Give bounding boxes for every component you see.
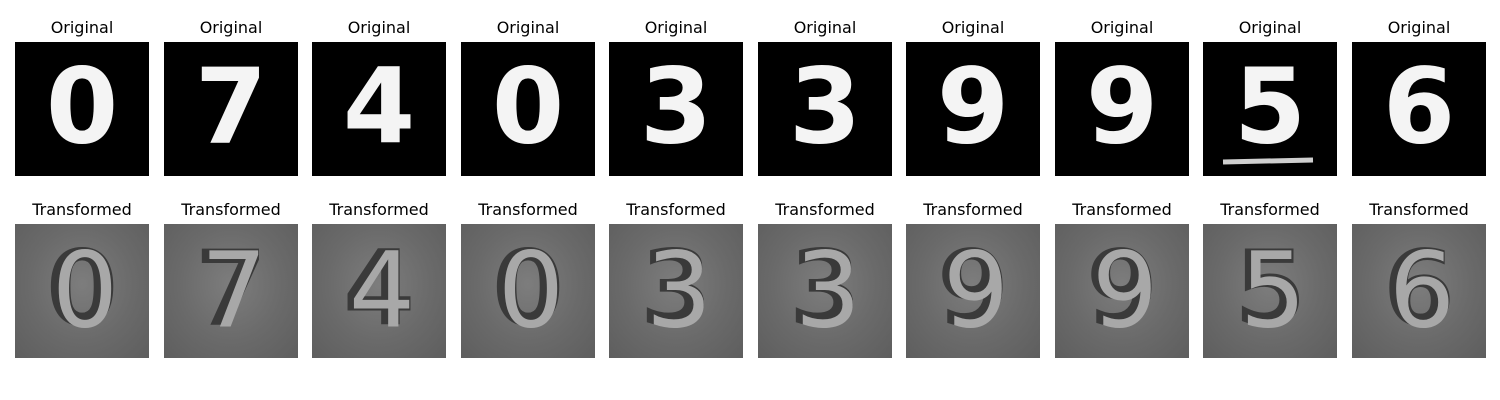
digit-shadow: 3 [640, 227, 712, 349]
digit-shadow: 7 [195, 227, 267, 349]
original-digit-image: 4 [312, 42, 446, 176]
original-title: Original [793, 18, 857, 37]
digit-shadow: 3 [789, 227, 861, 349]
underline-stroke [1222, 157, 1314, 165]
original-title: Original [1387, 18, 1451, 37]
transformed-panel-1: Transformed 0 0 [15, 200, 149, 358]
transformed-title: Transformed [923, 200, 1023, 219]
original-panel-9: Original 5 [1203, 18, 1337, 176]
transformed-panel-10: Transformed 6 6 [1352, 200, 1486, 358]
transformed-panel-8: Transformed 9 9 [1055, 200, 1189, 358]
original-panel-6: Original 3 [758, 18, 892, 176]
digit-highlight: 0 [52, 229, 118, 351]
transformed-digit-image: 77 [164, 224, 298, 358]
original-digit-image: 0 [461, 42, 595, 176]
digit-shadow: 4 [343, 227, 415, 349]
digit-highlight: 3 [646, 229, 712, 351]
transformed-panel-5: Transformed 3 3 [609, 200, 743, 358]
digit-glyph: 6 [1383, 45, 1455, 167]
digit-glyph: 3 [789, 45, 861, 167]
original-title: Original [199, 18, 263, 37]
original-title: Original [1090, 18, 1154, 37]
original-panel-3: Original 4 [312, 18, 446, 176]
original-digit-image: 6 [1352, 42, 1486, 176]
transformed-digit-image: 33 [758, 224, 892, 358]
transformed-panel-3: Transformed 4 4 [312, 200, 446, 358]
transformed-title: Transformed [478, 200, 578, 219]
transformed-panel-9: Transformed 5 5 [1203, 200, 1337, 358]
transformed-title: Transformed [1369, 200, 1469, 219]
original-title: Original [50, 18, 114, 37]
transformed-title: Transformed [1072, 200, 1172, 219]
digit-glyph: 7 [195, 45, 267, 167]
digit-glyph: 0 [492, 45, 564, 167]
transformed-panel-6: Transformed 3 3 [758, 200, 892, 358]
transformed-panel-7: Transformed 9 9 [906, 200, 1040, 358]
original-panel-4: Original 0 [461, 18, 595, 176]
original-digit-image: 3 [609, 42, 743, 176]
original-panel-8: Original 9 [1055, 18, 1189, 176]
original-title: Original [496, 18, 560, 37]
transformed-digit-image: 00 [461, 224, 595, 358]
transformed-title: Transformed [329, 200, 429, 219]
digit-highlight: 0 [498, 229, 564, 351]
original-digit-image: 0 [15, 42, 149, 176]
transformed-title: Transformed [626, 200, 726, 219]
original-panel-7: Original 9 [906, 18, 1040, 176]
original-digit-image: 9 [1055, 42, 1189, 176]
original-title: Original [347, 18, 411, 37]
original-title: Original [941, 18, 1005, 37]
transformed-digit-image: 00 [15, 224, 149, 358]
original-panel-5: Original 3 [609, 18, 743, 176]
original-digit-image: 9 [906, 42, 1040, 176]
digit-highlight: 9 [1092, 229, 1158, 351]
transformed-digit-image: 66 [1352, 224, 1486, 358]
digit-highlight: 9 [943, 229, 1009, 351]
digit-shadow: 0 [492, 227, 564, 349]
digit-highlight: 7 [201, 229, 267, 351]
original-digit-image: 5 [1203, 42, 1337, 176]
digit-shadow: 9 [937, 227, 1009, 349]
transformed-title: Transformed [181, 200, 281, 219]
original-digit-image: 3 [758, 42, 892, 176]
transformed-title: Transformed [1220, 200, 1320, 219]
transformed-digit-image: 99 [1055, 224, 1189, 358]
digit-glyph: 9 [937, 45, 1009, 167]
transformed-title: Transformed [32, 200, 132, 219]
digit-shadow: 6 [1383, 227, 1455, 349]
original-panel-1: Original 0 [15, 18, 149, 176]
digit-highlight: 6 [1389, 229, 1455, 351]
transformed-title: Transformed [775, 200, 875, 219]
digit-shadow: 9 [1086, 227, 1158, 349]
transformed-digit-image: 55 [1203, 224, 1337, 358]
digit-glyph: 5 [1234, 45, 1306, 167]
transformed-digit-image: 99 [906, 224, 1040, 358]
digit-glyph: 0 [46, 45, 118, 167]
digit-glyph: 9 [1086, 45, 1158, 167]
original-panel-2: Original 7 [164, 18, 298, 176]
digit-highlight: 4 [349, 229, 415, 351]
transformed-digit-image: 33 [609, 224, 743, 358]
original-digit-image: 7 [164, 42, 298, 176]
digit-highlight: 3 [795, 229, 861, 351]
digit-glyph: 4 [343, 45, 415, 167]
digit-shadow: 5 [1234, 227, 1306, 349]
digit-glyph: 3 [640, 45, 712, 167]
original-panel-10: Original 6 [1352, 18, 1486, 176]
transformed-panel-4: Transformed 0 0 [461, 200, 595, 358]
transformed-digit-image: 44 [312, 224, 446, 358]
transformed-panel-2: Transformed 7 7 [164, 200, 298, 358]
digit-shadow: 0 [46, 227, 118, 349]
original-title: Original [644, 18, 708, 37]
original-title: Original [1238, 18, 1302, 37]
digit-highlight: 5 [1240, 229, 1306, 351]
